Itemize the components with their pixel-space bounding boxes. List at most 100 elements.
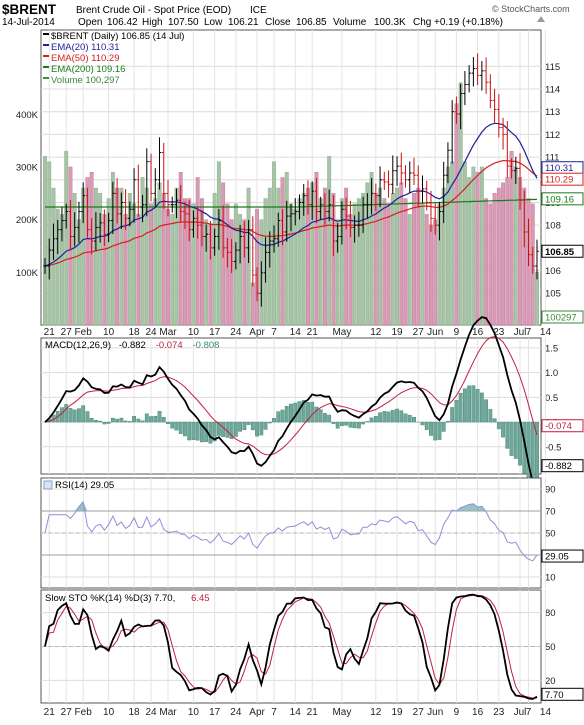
- macd-histogram-bar: [127, 421, 132, 423]
- date-tick-label: 12: [370, 327, 382, 338]
- macd-signal-last-label: -0.074: [545, 421, 572, 432]
- macd-histogram-bar: [161, 417, 166, 423]
- quote-date: 14-Jul-2014: [2, 17, 55, 28]
- date-tick-label: May: [332, 327, 351, 338]
- macd-histogram-bar: [72, 409, 77, 423]
- macd-histogram-bar: [467, 385, 472, 423]
- price-legend-entry: EMA(200) 109.16: [51, 64, 125, 75]
- macd-histogram-bar: [102, 421, 107, 425]
- date-tick-label: 7: [271, 707, 277, 718]
- macd-histogram-bar: [348, 421, 353, 428]
- volume-bar: [204, 219, 209, 326]
- macd-histogram-bar: [208, 421, 213, 444]
- chg-value: +0.19 (+0.18%): [434, 17, 503, 28]
- date-tick-label: 21: [44, 327, 56, 338]
- price-tick-label: 111: [545, 153, 559, 164]
- rsi-legend-entry: RSI(14) 29.05: [55, 480, 114, 491]
- date-tick-label: 21: [44, 707, 56, 718]
- volume-bar: [166, 208, 170, 326]
- volume-bar: [535, 271, 539, 326]
- volume-bar: [280, 177, 285, 326]
- volume-bar: [356, 198, 361, 326]
- macd-histogram-bar: [386, 411, 391, 423]
- price-tick-label: 115: [545, 62, 560, 73]
- volume-bar: [496, 187, 501, 326]
- stoch-tick-label: 20: [545, 676, 556, 687]
- volume-bar: [212, 193, 217, 326]
- stoch-k-line: [44, 593, 538, 700]
- volume-bar: [458, 82, 463, 326]
- volume-label: Volume: [333, 17, 367, 28]
- macd-histogram-bar: [174, 421, 179, 431]
- date-tick-label: 10: [188, 327, 200, 338]
- macd-histogram-bar: [246, 421, 251, 425]
- volume-bar: [72, 193, 77, 326]
- macd-histogram-bar: [170, 421, 175, 429]
- volume-last-label: 100297: [545, 313, 577, 324]
- macd-histogram-bar: [454, 400, 459, 423]
- macd-histogram-bar: [390, 409, 395, 423]
- volume-tick-label: 300K: [16, 162, 39, 173]
- volume-tick-label: 400K: [16, 110, 39, 121]
- instrument-name: Brent Crude Oil - Spot Price (EOD): [76, 5, 231, 16]
- macd-signal-line: [44, 336, 538, 456]
- price-legend-entry: $BRENT (Daily) 106.85 (14 Jul): [51, 31, 184, 42]
- date-tick-label: 24: [145, 327, 157, 338]
- date-tick-label: Feb: [75, 327, 93, 338]
- volume-bar: [123, 214, 128, 326]
- volume-bar: [43, 156, 47, 326]
- macd-histogram-bar: [356, 421, 361, 429]
- date-tick-label: 10: [103, 707, 115, 718]
- macd-histogram-bar: [81, 405, 86, 423]
- volume-bar: [293, 208, 298, 326]
- macd-histogram-bar: [458, 392, 463, 423]
- stoch-tick-label: 80: [545, 608, 556, 619]
- close-value: 106.85: [296, 17, 327, 28]
- rsi-line: [44, 500, 538, 562]
- volume-bar: [174, 187, 179, 326]
- date-tick-label: 24: [230, 707, 242, 718]
- volume-bar: [382, 198, 387, 326]
- macd-histogram-bar: [450, 407, 455, 423]
- date-tick-label: 27: [413, 707, 425, 718]
- volume-bar: [365, 182, 370, 326]
- macd-histogram-bar: [424, 421, 429, 430]
- macd-histogram-bar: [441, 421, 446, 432]
- volume-tick-label: 200K: [16, 215, 39, 226]
- macd-histogram-bar: [153, 415, 158, 423]
- volume-bar: [238, 214, 243, 326]
- macd-histogram-bar: [267, 421, 272, 424]
- date-tick-label: 14: [290, 707, 302, 718]
- legend-swatch: [43, 55, 49, 57]
- volume-bar: [136, 214, 141, 326]
- rsi-tick-label: 70: [545, 507, 556, 518]
- volume-bar: [429, 224, 433, 326]
- date-tick-label: 18: [129, 327, 141, 338]
- macd-histogram-bar: [420, 421, 425, 426]
- date-tick-label: 19: [391, 327, 403, 338]
- volume-bar: [386, 203, 391, 326]
- volume-bar: [119, 187, 124, 326]
- macd-histogram-bar: [496, 421, 501, 430]
- date-tick-label: May: [332, 707, 351, 718]
- macd-tick-label: -0.5: [545, 442, 561, 453]
- price-tick-label: 105: [545, 289, 561, 300]
- date-tick-label: 24: [230, 327, 242, 338]
- date-tick-label: 27: [61, 327, 73, 338]
- volume-tick-label: 100K: [16, 268, 39, 279]
- macd-histogram-bar: [187, 421, 192, 441]
- open-value: 106.42: [107, 17, 138, 28]
- macd-signal-last-label-box: [541, 419, 584, 433]
- date-tick-label: Apr: [249, 327, 265, 338]
- macd-legend-entry: -0.808: [193, 340, 220, 351]
- macd-tick-label: 1.0: [545, 368, 558, 379]
- volume-bar: [250, 282, 255, 326]
- volume-bar: [106, 198, 111, 326]
- volume-bar: [454, 103, 459, 326]
- rsi-last-label: 29.05: [545, 552, 569, 563]
- volume-bar: [462, 161, 467, 326]
- volume-bar: [276, 187, 281, 326]
- macd-histogram-bar: [64, 404, 69, 423]
- macd-histogram-bar: [89, 417, 94, 423]
